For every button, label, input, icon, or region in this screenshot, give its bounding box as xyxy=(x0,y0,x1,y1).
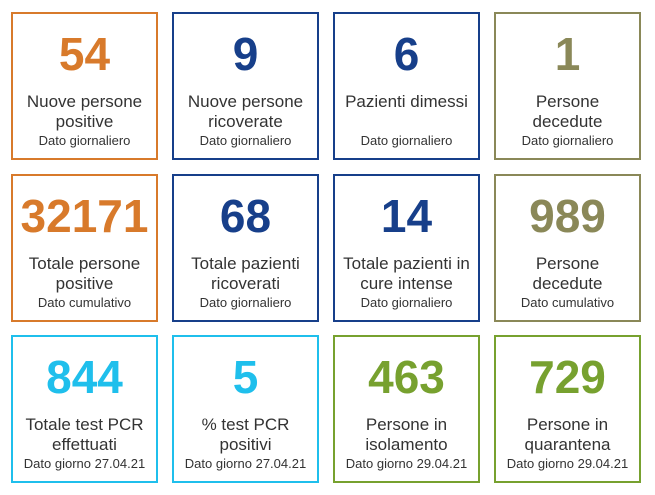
card-subtitle: Dato giornaliero xyxy=(199,295,292,310)
card-label: Nuove persone positive xyxy=(26,92,143,131)
card-label: Nuove persone ricoverate xyxy=(187,92,304,131)
card-label: % test PCR positivi xyxy=(201,415,290,454)
card-value: 68 xyxy=(219,190,272,242)
card-pcr-positive-rate: 5 % test PCR positivi Dato giorno 27.04.… xyxy=(172,335,319,483)
card-isolation: 463 Persone in isolamento Dato giorno 29… xyxy=(333,335,480,483)
card-subtitle: Dato giorno 27.04.21 xyxy=(23,456,146,471)
card-value: 6 xyxy=(393,28,420,80)
card-value: 9 xyxy=(232,28,259,80)
card-total-hospitalized: 68 Totale pazienti ricoverati Dato giorn… xyxy=(172,174,319,322)
card-value: 32171 xyxy=(20,190,149,242)
card-subtitle: Dato cumulativo xyxy=(520,295,615,310)
card-value: 844 xyxy=(46,351,123,403)
card-new-positive: 54 Nuove persone positive Dato giornalie… xyxy=(11,12,158,160)
card-label: Persone in quarantena xyxy=(524,415,611,454)
card-label: Pazienti dimessi xyxy=(345,92,468,111)
card-value: 463 xyxy=(368,351,445,403)
card-new-hospitalized: 9 Nuove persone ricoverate Dato giornali… xyxy=(172,12,319,160)
card-label: Totale test PCR effettuati xyxy=(25,415,144,454)
card-discharged: 6 Pazienti dimessi Dato giornaliero xyxy=(333,12,480,160)
card-label: Persone decedute xyxy=(532,92,603,131)
card-subtitle: Dato giornaliero xyxy=(360,295,453,310)
card-value: 729 xyxy=(529,351,606,403)
card-value: 5 xyxy=(232,351,259,403)
card-value: 14 xyxy=(380,190,433,242)
card-subtitle: Dato giorno 29.04.21 xyxy=(345,456,468,471)
card-label: Persone decedute xyxy=(532,254,603,293)
card-value: 1 xyxy=(554,28,581,80)
card-subtitle: Dato giorno 29.04.21 xyxy=(506,456,629,471)
card-value: 989 xyxy=(529,190,606,242)
card-total-positive: 32171 Totale persone positive Dato cumul… xyxy=(11,174,158,322)
card-intensive-care: 14 Totale pazienti in cure intense Dato … xyxy=(333,174,480,322)
card-deceased-cumulative: 989 Persone decedute Dato cumulativo xyxy=(494,174,641,322)
card-subtitle: Dato giornaliero xyxy=(199,133,292,148)
card-subtitle: Dato giornaliero xyxy=(360,133,453,148)
card-quarantine: 729 Persone in quarantena Dato giorno 29… xyxy=(494,335,641,483)
card-subtitle: Dato giorno 27.04.21 xyxy=(184,456,307,471)
card-label: Totale persone positive xyxy=(28,254,141,293)
card-label: Persone in isolamento xyxy=(365,415,448,454)
card-deceased-daily: 1 Persone decedute Dato giornaliero xyxy=(494,12,641,160)
card-label: Totale pazienti in cure intense xyxy=(343,254,470,293)
card-subtitle: Dato giornaliero xyxy=(38,133,131,148)
card-label: Totale pazienti ricoverati xyxy=(191,254,300,293)
card-subtitle: Dato giornaliero xyxy=(521,133,614,148)
card-subtitle: Dato cumulativo xyxy=(37,295,132,310)
card-pcr-tests: 844 Totale test PCR effettuati Dato gior… xyxy=(11,335,158,483)
card-value: 54 xyxy=(58,28,111,80)
